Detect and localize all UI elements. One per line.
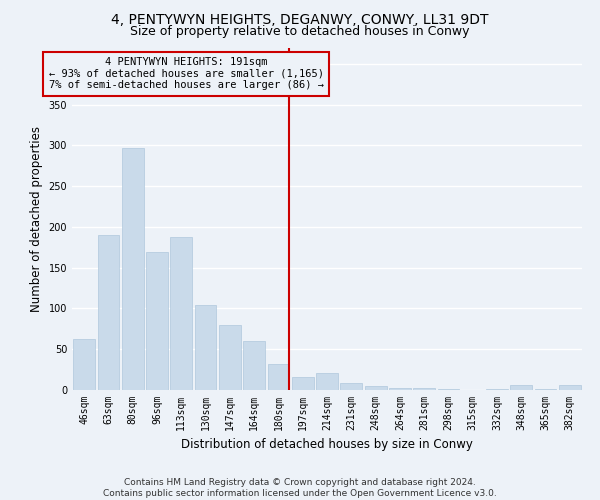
Bar <box>243 341 265 390</box>
Bar <box>559 385 581 390</box>
Bar <box>146 252 168 390</box>
Bar <box>194 305 217 390</box>
Text: 4 PENTYWYN HEIGHTS: 191sqm
← 93% of detached houses are smaller (1,165)
7% of se: 4 PENTYWYN HEIGHTS: 191sqm ← 93% of deta… <box>49 58 323 90</box>
Bar <box>486 389 508 390</box>
X-axis label: Distribution of detached houses by size in Conwy: Distribution of detached houses by size … <box>181 438 473 452</box>
Bar <box>340 382 362 390</box>
Bar <box>73 340 95 390</box>
Text: Size of property relative to detached houses in Conwy: Size of property relative to detached ho… <box>130 25 470 38</box>
Bar <box>511 385 532 390</box>
Y-axis label: Number of detached properties: Number of detached properties <box>30 126 43 312</box>
Text: 4, PENTYWYN HEIGHTS, DEGANWY, CONWY, LL31 9DT: 4, PENTYWYN HEIGHTS, DEGANWY, CONWY, LL3… <box>111 12 489 26</box>
Bar <box>268 364 289 390</box>
Bar <box>413 388 435 390</box>
Bar <box>437 389 460 390</box>
Bar <box>316 373 338 390</box>
Bar <box>97 235 119 390</box>
Bar <box>122 148 143 390</box>
Bar <box>170 236 192 390</box>
Bar <box>219 325 241 390</box>
Bar <box>365 386 386 390</box>
Bar <box>292 377 314 390</box>
Bar <box>389 388 411 390</box>
Text: Contains HM Land Registry data © Crown copyright and database right 2024.
Contai: Contains HM Land Registry data © Crown c… <box>103 478 497 498</box>
Bar <box>535 389 556 390</box>
